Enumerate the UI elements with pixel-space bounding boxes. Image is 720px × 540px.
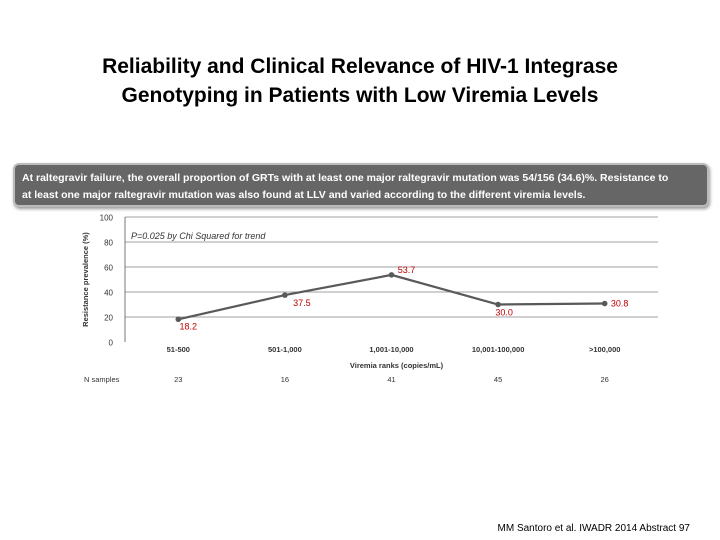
slide-title-line-1: Reliability and Clinical Relevance of HI… — [102, 55, 618, 78]
n-samples-value-5: 26 — [601, 375, 609, 384]
data-label-2: 37.5 — [293, 298, 311, 308]
y-tick-label-0: 0 — [109, 339, 114, 348]
data-label-5: 30.8 — [611, 299, 629, 309]
data-point-4 — [495, 301, 501, 308]
n-samples-value-3: 41 — [387, 375, 395, 384]
y-tick-label-80: 80 — [104, 239, 113, 248]
x-tick-label-5: >100,000 — [589, 345, 621, 354]
y-tick-label-40: 40 — [104, 289, 113, 298]
n-samples-value-1: 23 — [174, 375, 182, 384]
n-samples-value-4: 45 — [494, 375, 502, 384]
data-point-2 — [282, 292, 288, 298]
n-samples-label: N samples — [84, 375, 120, 384]
x-tick-label-4: 10,001-100,000 — [472, 345, 525, 354]
slide-title: Reliability and Clinical Relevance of HI… — [20, 52, 700, 110]
data-point-5 — [601, 300, 608, 307]
y-axis-title: Resistance prevalence (%) — [81, 232, 90, 327]
n-samples-value-2: 16 — [281, 375, 289, 384]
x-tick-label-2: 501-1,000 — [268, 345, 302, 354]
data-label-3: 53.7 — [398, 265, 416, 275]
x-tick-label-3: 1,001-10,000 — [369, 345, 413, 354]
data-label-1: 18.2 — [180, 321, 198, 331]
summary-banner-line-1: At raltegravir failure, the overall prop… — [22, 172, 669, 184]
citation: MM Santoro et al. IWADR 2014 Abstract 97 — [497, 523, 691, 534]
data-point-3 — [388, 272, 395, 278]
x-tick-label-1: 51-500 — [167, 345, 190, 354]
data-label-4: 30.0 — [495, 308, 513, 318]
p-value-annotation: P=0.025 by Chi Squared for trend — [131, 231, 266, 241]
slide-title-line-2: Genotyping in Patients with Low Viremia … — [121, 84, 599, 107]
y-tick-label-100: 100 — [100, 214, 114, 223]
data-point-1 — [175, 316, 182, 323]
y-tick-label-60: 60 — [104, 264, 113, 273]
y-tick-label-20: 20 — [104, 314, 113, 323]
x-axis-title: Viremia ranks (copies/mL) — [350, 361, 444, 370]
summary-banner: At raltegravir failure, the overall prop… — [13, 163, 709, 207]
summary-banner-line-2: at least one major raltegravir mutation … — [22, 189, 586, 201]
series-line — [178, 273, 605, 321]
